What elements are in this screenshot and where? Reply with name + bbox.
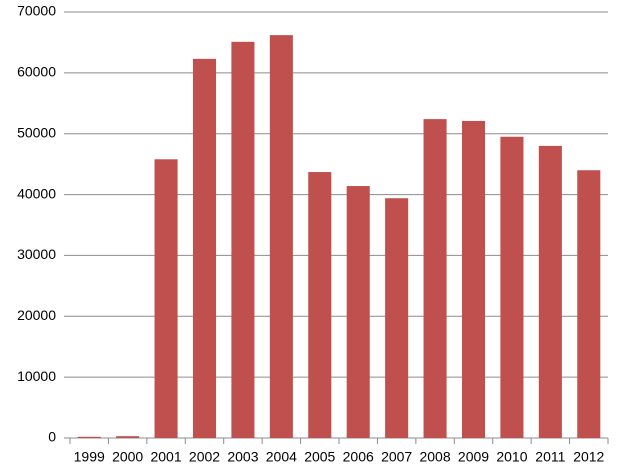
x-tick-label: 2003: [227, 449, 258, 465]
x-tick-label: 1999: [74, 449, 105, 465]
x-tick-label: 2004: [266, 449, 297, 465]
x-tick-label: 2008: [419, 449, 450, 465]
y-tick-label: 30000: [17, 246, 56, 262]
bar: [231, 41, 255, 438]
x-tick-label: 2006: [343, 449, 374, 465]
bar: [423, 119, 447, 438]
y-tick-label: 70000: [17, 3, 56, 19]
bar: [577, 170, 601, 438]
x-tick-label: 2007: [381, 449, 412, 465]
x-tick-label: 2010: [496, 449, 527, 465]
bar: [269, 35, 293, 439]
bar: [116, 436, 140, 438]
y-tick-label: 50000: [17, 124, 56, 140]
y-tick-label: 40000: [17, 185, 56, 201]
bar: [538, 145, 562, 438]
bar: [77, 436, 101, 438]
bar: [346, 186, 370, 438]
bar: [192, 58, 217, 439]
y-tick-label: 20000: [17, 307, 56, 323]
x-tick-label: 2005: [304, 449, 335, 465]
x-tick-label: 2011: [535, 449, 565, 465]
x-tick-label: 2000: [112, 449, 143, 465]
y-tick-label: 10000: [17, 368, 56, 384]
x-tick-label: 2002: [189, 449, 220, 465]
bar: [154, 159, 178, 438]
bar: [500, 136, 524, 438]
x-tick-label: 2012: [573, 449, 604, 465]
y-tick-label: 0: [48, 429, 56, 445]
x-tick-label: 2009: [458, 449, 489, 465]
y-tick-label: 60000: [17, 64, 56, 80]
x-tick-label: 2001: [150, 449, 181, 465]
bar: [461, 120, 486, 438]
bar: [385, 198, 409, 438]
bar: [308, 172, 332, 438]
